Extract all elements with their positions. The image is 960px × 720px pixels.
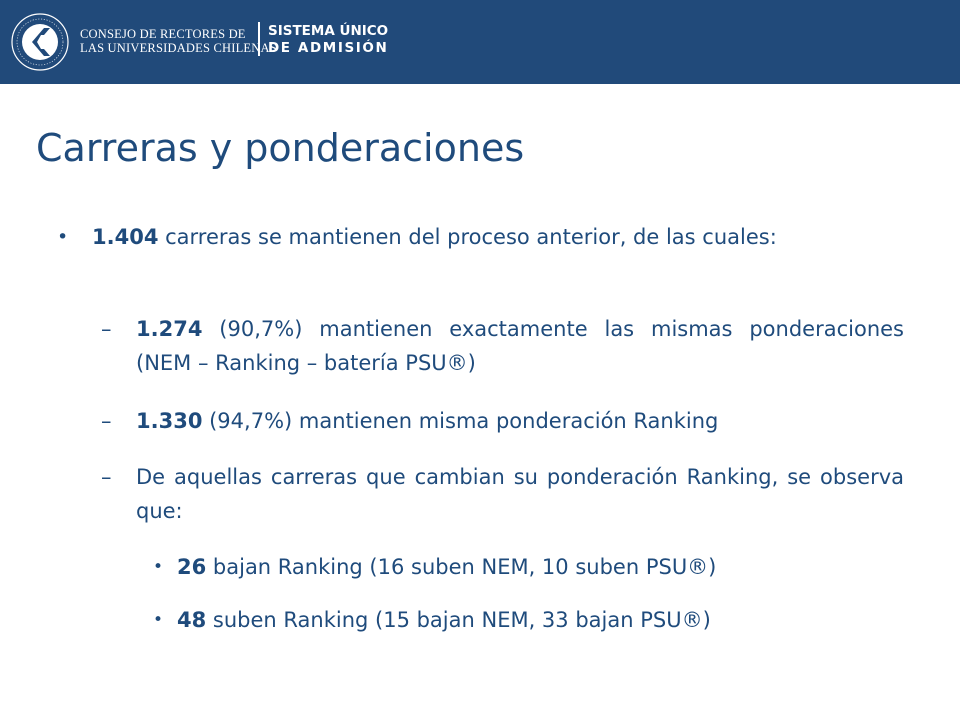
nested-item-text: bajan Ranking (16 suben NEM, 10 suben PS… [206, 555, 717, 579]
dash-marker: – [101, 317, 112, 341]
sub-item-text: (94,7%) mantienen misma ponderación Rank… [202, 409, 719, 433]
sub-item-2: – 1.330 (94,7%) mantienen misma ponderac… [101, 404, 904, 438]
bullet-marker: • [153, 557, 164, 577]
bullet-text: carreras se mantienen del proceso anteri… [158, 225, 777, 249]
sub-item-value: 1.274 [136, 317, 203, 341]
organization-name-line2: LAS UNIVERSIDADES CHILENAS [80, 41, 277, 55]
nested-item-text: suben Ranking (15 bajan NEM, 33 bajan PS… [206, 608, 711, 632]
organization-name-line1: CONSEJO DE RECTORES DE [80, 27, 246, 41]
dash-marker: – [101, 409, 112, 433]
system-name-line2: DE ADMISIÓN [268, 40, 389, 56]
header-divider [258, 22, 260, 56]
nested-item-2: • 48 suben Ranking (15 bajan NEM, 33 baj… [153, 603, 897, 637]
cruch-seal-logo-icon [11, 13, 69, 71]
sub-item-1: – 1.274 (90,7%) mantienen exactamente la… [101, 312, 904, 380]
system-name-line1: SISTEMA ÚNICO [268, 23, 389, 39]
bullet-item-1: • 1.404 carreras se mantienen del proces… [57, 220, 862, 254]
bullet-marker: • [57, 226, 69, 248]
nested-item-1: • 26 bajan Ranking (16 suben NEM, 10 sub… [153, 550, 897, 584]
dash-marker: – [101, 465, 112, 489]
system-name: SISTEMA ÚNICO DE ADMISIÓN [268, 23, 388, 57]
organization-name: CONSEJO DE RECTORES DE LAS UNIVERSIDADES… [80, 27, 277, 55]
nested-item-value: 48 [177, 608, 207, 632]
sub-item-3: – De aquellas carreras que cambian su po… [101, 460, 904, 528]
bullet-marker: • [153, 610, 164, 630]
slide-title: Carreras y ponderaciones [36, 126, 525, 170]
sub-item-text: De aquellas carreras que cambian su pond… [136, 465, 904, 523]
nested-item-value: 26 [177, 555, 207, 579]
bullet-value: 1.404 [92, 225, 159, 249]
header-bar: CONSEJO DE RECTORES DE LAS UNIVERSIDADES… [0, 0, 960, 84]
sub-item-text: (90,7%) mantienen exactamente las mismas… [136, 317, 904, 375]
sub-item-value: 1.330 [136, 409, 203, 433]
